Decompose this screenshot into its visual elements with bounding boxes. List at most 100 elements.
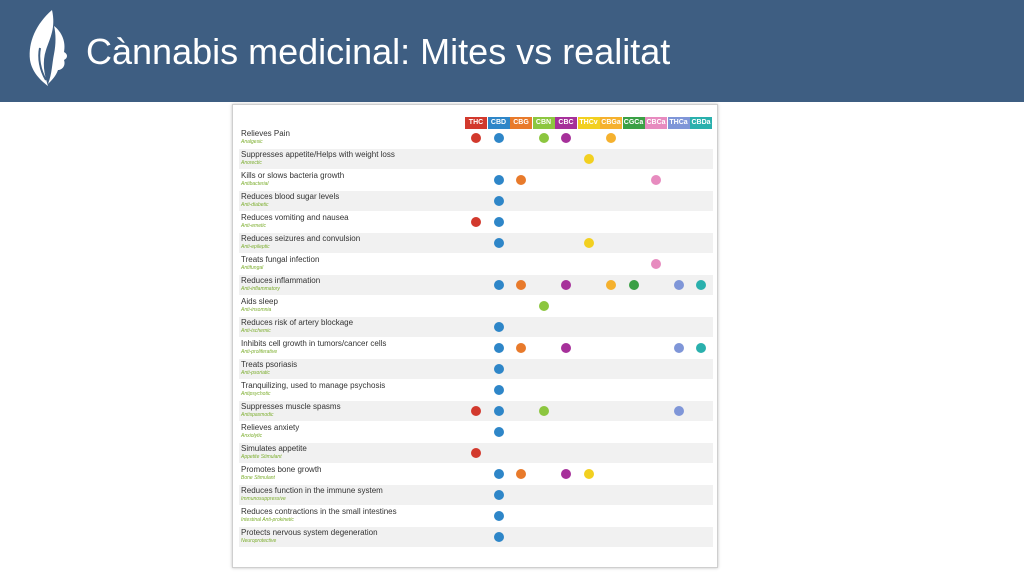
column-header-thcv: THCv — [577, 117, 600, 129]
page-title: Cànnabis medicinal: Mites vs realitat — [86, 31, 671, 72]
table-row: Reduces blood sugar levels Anti-diabetic — [239, 191, 713, 212]
marker-dot-cbc — [561, 469, 571, 479]
effect-label: Aids sleep — [241, 297, 278, 306]
column-header-cbg: CBG — [510, 117, 532, 129]
effect-label: Reduces function in the immune system — [241, 486, 383, 495]
marker-dot-cbca — [651, 259, 661, 269]
table-row: Reduces contractions in the small intest… — [239, 506, 713, 527]
marker-dot-cbn — [538, 301, 549, 311]
effect-term: Anti-proliferative — [241, 349, 278, 355]
marker-dot-cbd — [493, 343, 504, 353]
marker-dot-cbd — [493, 427, 504, 437]
marker-dot-cbd — [493, 406, 504, 416]
table-row: Aids sleep Anti-insomnia — [239, 296, 713, 317]
table-row: Reduces vomiting and nausea Anti-emetic — [239, 212, 713, 233]
marker-dot-cbg — [516, 175, 526, 185]
effect-label: Reduces risk of artery blockage — [241, 318, 354, 327]
marker-dot-cbd — [493, 385, 504, 395]
marker-dot-cbd — [493, 364, 504, 374]
marker-dot-cbg — [516, 343, 526, 353]
effect-term: Antipsychotic — [241, 391, 271, 397]
table-row: Reduces inflammation Anti-inflammatory — [239, 275, 713, 296]
marker-dot-cbn — [538, 406, 549, 416]
column-header-cbga: CBGa — [600, 117, 622, 129]
effect-label: Kills or slows bacteria growth — [241, 171, 345, 180]
effect-term: Anti-ischemic — [241, 328, 271, 334]
effect-term: Bone Stimulant — [241, 475, 275, 481]
marker-dot-cbd — [493, 490, 504, 500]
effect-term: Immunosuppressive — [241, 496, 286, 502]
marker-dot-cbn — [538, 133, 549, 143]
marker-dot-cbda — [696, 280, 706, 290]
effect-term: Intestinal Anti-prokinetic — [241, 517, 294, 523]
effect-label: Reduces contractions in the small intest… — [241, 507, 397, 516]
marker-dot-thcv — [583, 469, 594, 479]
effect-term: Analgesic — [241, 139, 263, 145]
effect-label: Tranquilizing, used to manage psychosis — [241, 381, 386, 390]
table-row: Reduces risk of artery blockage Anti-isch… — [239, 317, 713, 338]
table-row: Reduces function in the immune system Imm… — [239, 485, 713, 506]
table-row: Protects nervous system degeneration Neur… — [239, 527, 713, 548]
effect-term: Anti-insomnia — [241, 307, 272, 313]
marker-dot-cbd — [493, 469, 504, 479]
table-row: Suppresses muscle spasms Antispasmodic — [239, 401, 713, 422]
marker-dot-cbga — [606, 280, 616, 290]
effect-label: Reduces blood sugar levels — [241, 192, 340, 201]
column-header-thca: THCa — [667, 117, 690, 129]
marker-dot-cbd — [493, 532, 504, 542]
effect-label: Relieves Pain — [241, 129, 290, 138]
effect-label: Treats fungal infection — [241, 255, 320, 264]
marker-dot-cbc — [561, 343, 571, 353]
effect-label: Reduces seizures and convulsion — [241, 234, 361, 243]
effect-label: Suppresses muscle spasms — [241, 402, 341, 411]
table-row: Simulates appetite Appetite Stimulant — [239, 443, 713, 464]
effect-label: Reduces vomiting and nausea — [241, 213, 349, 222]
table-row: Treats fungal infection Antifungal — [239, 254, 713, 275]
table-row: Relieves Pain Analgesic — [239, 128, 713, 149]
marker-dot-cbga — [606, 133, 616, 143]
effect-label: Treats psoriasis — [241, 360, 298, 369]
marker-dot-cbd — [493, 238, 504, 248]
marker-dot-thcv — [583, 238, 594, 248]
table-row: Reduces seizures and convulsion Anti-epil… — [239, 233, 713, 254]
effect-label: Promotes bone growth — [241, 465, 322, 474]
effect-term: Anti-psoriatic — [241, 370, 270, 376]
effect-term: Anorectic — [241, 160, 262, 166]
marker-dot-cbc — [561, 280, 571, 290]
effect-label: Relieves anxiety — [241, 423, 300, 432]
marker-dot-cbd — [493, 511, 504, 521]
effect-term: Anti-emetic — [241, 223, 267, 229]
table-row: Promotes bone growth Bone Stimulant — [239, 464, 713, 485]
cannabinoid-effects-table: THC CBD CBG CBN CBC THCv CBGa CGCa CBCa THCa CBDa … — [232, 104, 718, 568]
marker-dot-thc — [471, 448, 481, 458]
marker-dot-thc — [471, 133, 481, 143]
marker-dot-cgca — [628, 280, 639, 290]
column-header-thc: THC — [465, 117, 487, 129]
effect-term: Antispasmodic — [241, 412, 274, 418]
marker-dot-cbd — [493, 196, 504, 206]
effect-term: Antibacterial — [241, 181, 269, 187]
marker-dot-thca — [673, 280, 684, 290]
effect-term: Anti-epileptic — [241, 244, 270, 250]
table-row: Kills or slows bacteria growth Antibacter… — [239, 170, 713, 191]
column-header-cbn: CBN — [532, 117, 555, 129]
effect-label: Suppresses appetite/Helps with weight lo… — [241, 150, 395, 159]
leaf-face-logo-icon — [29, 10, 67, 86]
column-header-cbc: CBC — [555, 117, 577, 129]
effect-term: Anti-diabetic — [241, 202, 269, 208]
effect-term: Antifungal — [241, 265, 264, 271]
effect-term: Appetite Stimulant — [241, 454, 282, 460]
column-header-cbda: CBDa — [690, 117, 712, 129]
marker-dot-cbg — [516, 280, 526, 290]
marker-dot-cbd — [493, 133, 504, 143]
marker-dot-thcv — [583, 154, 594, 164]
column-header-cbca: CBCa — [645, 117, 667, 129]
effect-term: Anxiolytic — [241, 433, 263, 439]
marker-dot-cbd — [493, 322, 504, 332]
marker-dot-cbg — [516, 469, 526, 479]
table-row: Suppresses appetite/Helps with weight lo… — [239, 149, 713, 170]
table-row: Tranquilizing, used to manage psychosis A… — [239, 380, 713, 401]
effect-label: Reduces inflammation — [241, 276, 321, 285]
table-row: Inhibits cell growth in tumors/cancer ce… — [239, 338, 713, 359]
marker-dot-thc — [471, 217, 481, 227]
